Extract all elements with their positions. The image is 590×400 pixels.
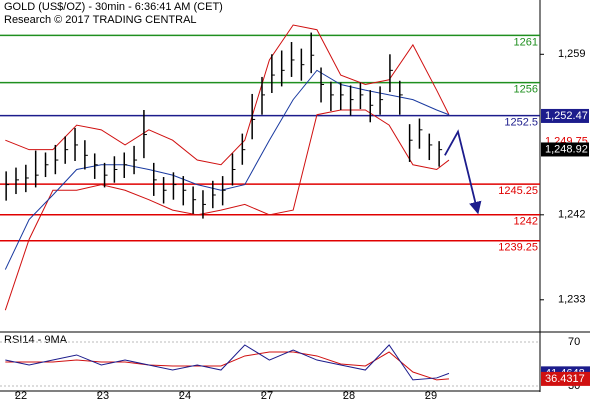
chart-subtitle: Research © 2017 TRADING CENTRAL xyxy=(4,14,197,26)
level-label: 1245.25 xyxy=(498,185,538,197)
x-tick-label: 27 xyxy=(261,390,273,400)
level-label: 1256 xyxy=(514,84,538,96)
rsi-line xyxy=(5,344,450,381)
rsi-tag-label: 36.4317 xyxy=(545,373,585,385)
level-label: 1242 xyxy=(514,216,538,228)
rsi-tick-label: 70 xyxy=(568,336,580,348)
rsi-tag xyxy=(541,371,590,386)
bollinger-upper xyxy=(5,24,450,166)
forecast-arrow xyxy=(444,129,482,215)
y-tick-label: 1,242 xyxy=(558,209,586,221)
level-label: 1261 xyxy=(514,36,538,48)
price-tag-label: 1,248.92 xyxy=(545,143,588,155)
price-tag xyxy=(541,142,589,157)
chart-title: GOLD (US$/OZ) - 30min - 6:36:41 AM (CET) xyxy=(4,1,223,13)
x-tick-label: 28 xyxy=(343,390,355,400)
level-label: 1239.25 xyxy=(498,242,538,254)
moving-average xyxy=(4,69,450,270)
y-tick-label: 1,233 xyxy=(558,294,586,306)
price-tag-label: 1,252.47 xyxy=(545,110,588,122)
x-tick-label: 22 xyxy=(15,390,27,400)
rsi-title: RSI14 - 9MA xyxy=(4,334,68,346)
x-tick-label: 24 xyxy=(179,390,191,400)
level-label: 1252.5 xyxy=(504,117,538,129)
y-tick-label: 1,259 xyxy=(558,48,586,60)
x-tick-label: 23 xyxy=(97,390,109,400)
x-tick-label: 29 xyxy=(425,390,437,400)
price-tag xyxy=(541,108,589,123)
bollinger-lower xyxy=(4,109,450,311)
rsi-ma-line xyxy=(5,351,450,381)
